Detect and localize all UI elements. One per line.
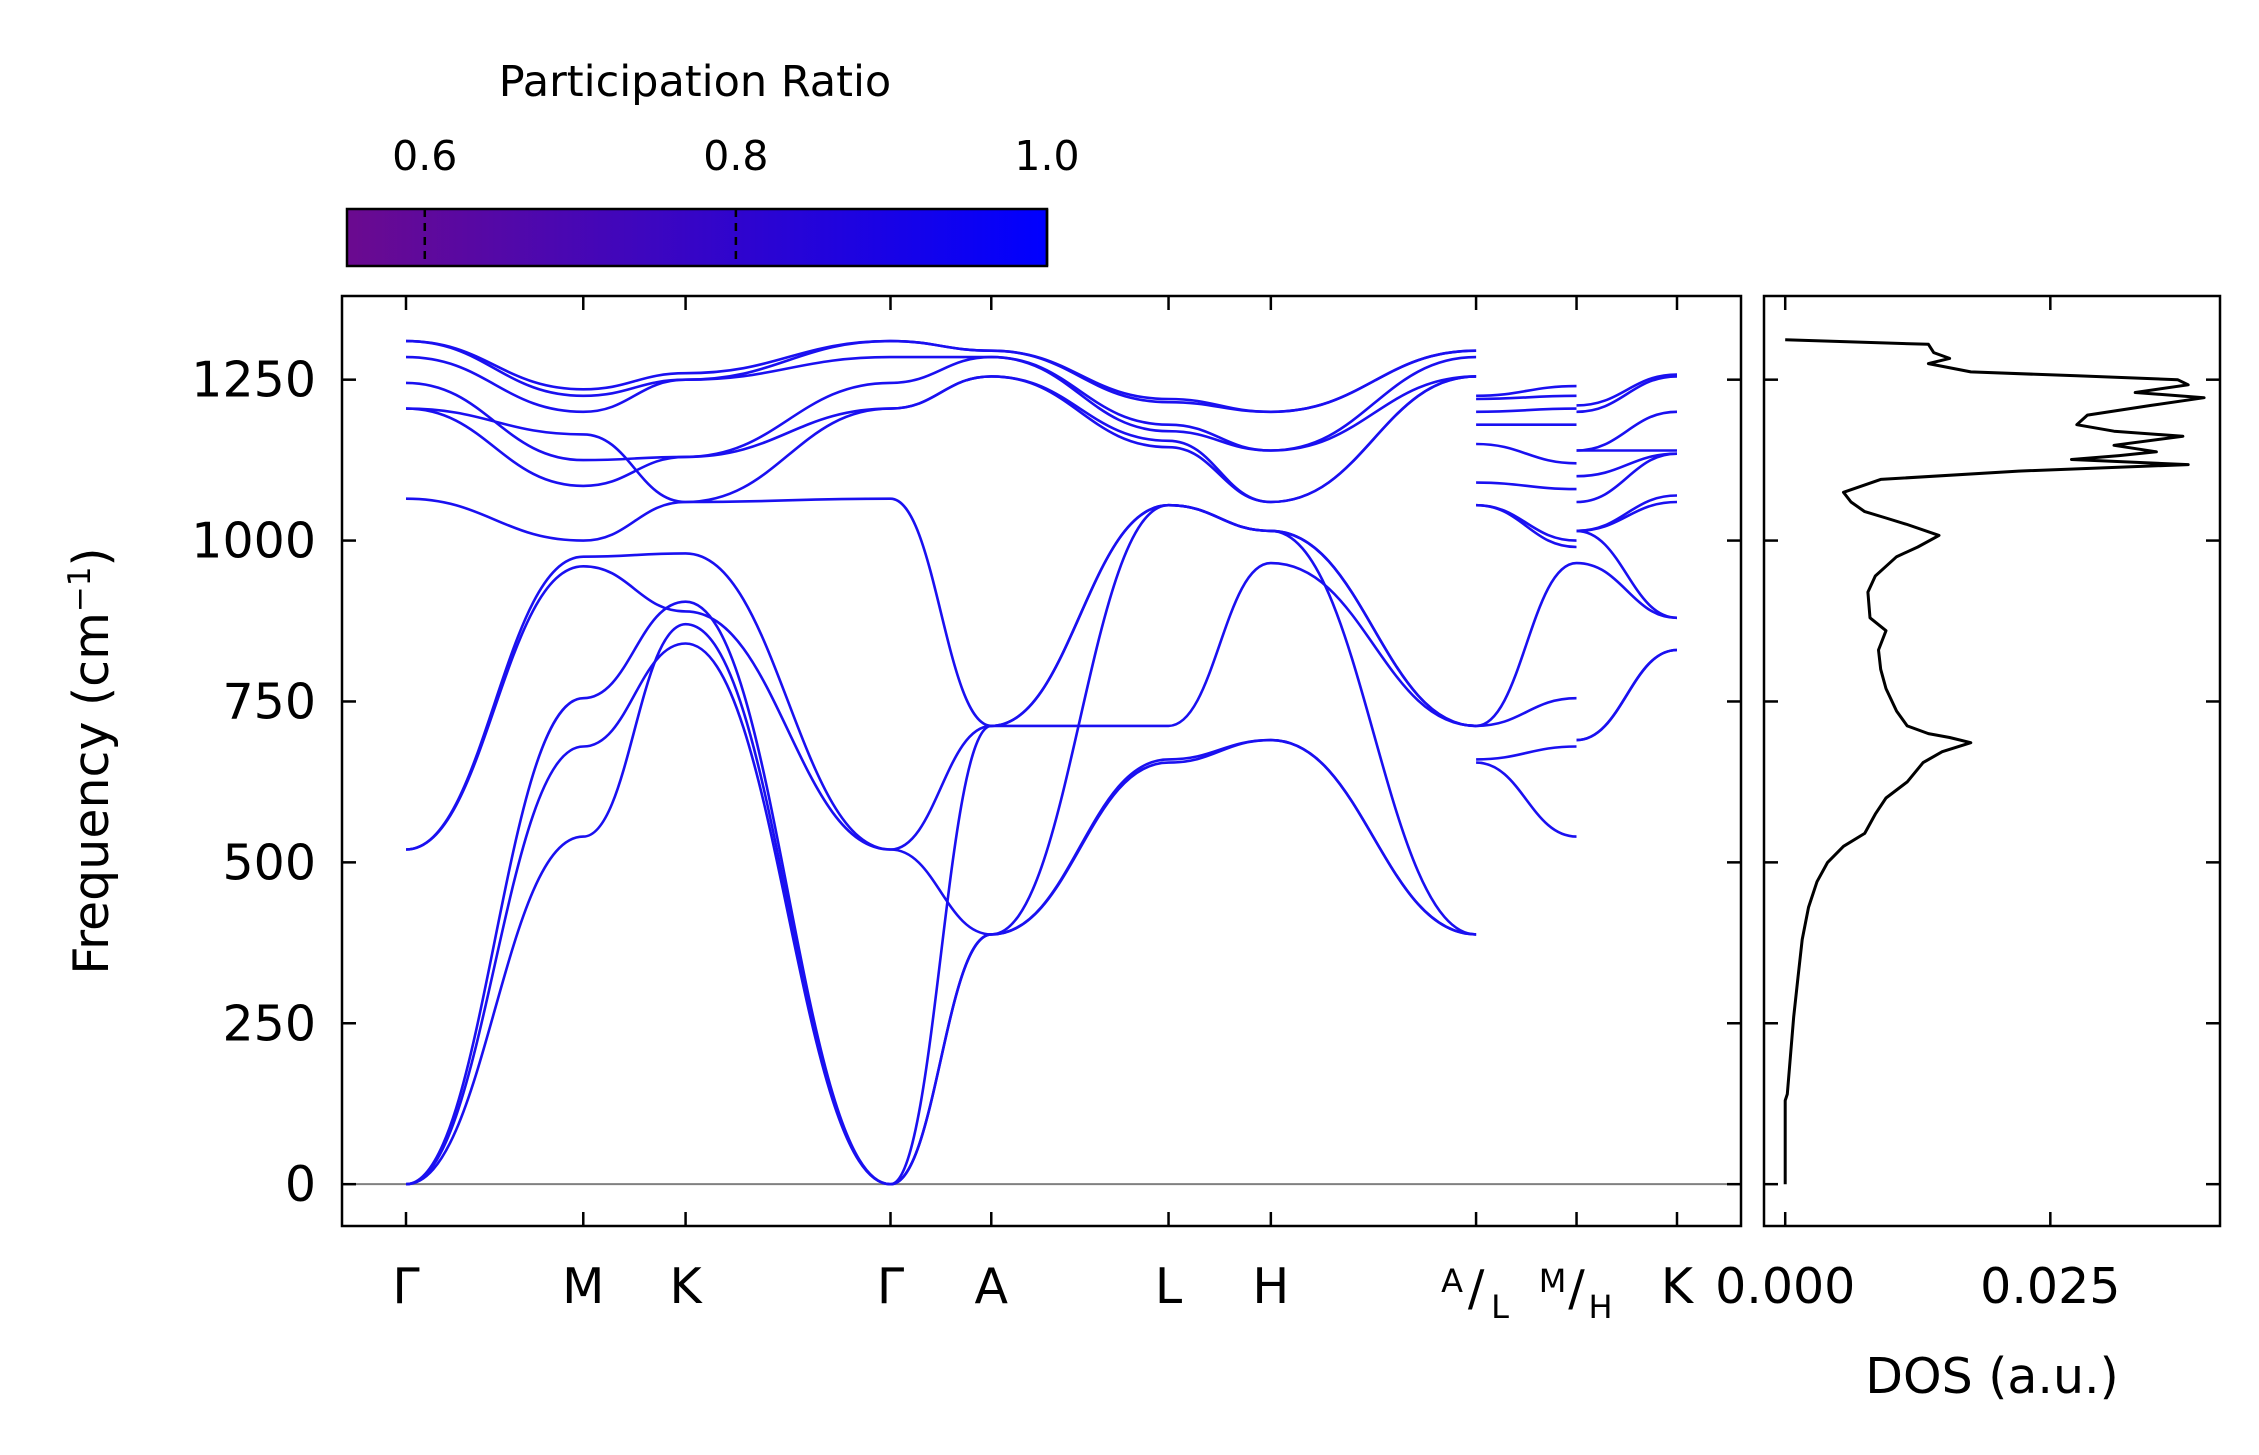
dos-x-axis-title: DOS (a.u.)	[1865, 1348, 2118, 1405]
colorbar-tick-label: 0.6	[392, 132, 457, 180]
colorbar-tick-label: 0.8	[703, 132, 768, 180]
x-tick-label-sub: L	[1491, 1288, 1509, 1326]
phonon-branch-HK-LA	[1576, 561, 1678, 620]
colorbar: Participation Ratio 0.6 0.8 1.0	[345, 57, 1080, 268]
phonon-branch-HK-E2high	[1576, 452, 1678, 478]
dos-curve	[1783, 338, 2206, 1185]
x-tick-label-sup: A	[1441, 1262, 1463, 1300]
y-tick-label: 500	[222, 834, 316, 891]
band-x-ticks: Γ M K Γ A L H A / LM / H K	[392, 296, 1695, 1326]
y-axis-title: Frequency (cm−1)	[62, 547, 120, 974]
x-tick-label: Γ	[392, 1258, 420, 1315]
band-structure-frame	[340, 294, 1743, 1228]
x-tick-label-slash: /	[1468, 1260, 1485, 1317]
phonon-branch-HK-TA2	[1576, 648, 1678, 742]
phonon-branch-LM-B1low	[1475, 561, 1577, 728]
phonon-branch-LM-E2low	[1476, 503, 1577, 549]
y-tick-label: 1250	[191, 352, 316, 409]
colorbar-title: Participation Ratio	[499, 57, 892, 107]
y-tick-label: 0	[285, 1156, 316, 1213]
dos-x-tick-label: 0.000	[1715, 1258, 1855, 1315]
y-tick-label: 750	[222, 673, 316, 730]
phonon-branch-HK-A1LO	[1576, 410, 1678, 452]
phonon-branch-LM-LA	[1476, 696, 1577, 728]
x-tick-label-sub: H	[1589, 1288, 1613, 1326]
y-tick-label: 1000	[191, 513, 316, 570]
phonon-branch-A1LO	[405, 355, 1477, 452]
phonon-branch-LA	[405, 561, 1477, 1186]
phonon-branch-LM-E1LO2	[1476, 384, 1577, 398]
phonon-branch-HK-E1LO2	[1576, 373, 1678, 407]
y-tick-label: 250	[222, 995, 316, 1052]
x-tick-label: L	[1155, 1258, 1183, 1315]
dos-x-ticks: 0.000 0.025	[1715, 296, 2120, 1315]
x-tick-label: Γ	[877, 1258, 905, 1315]
phonon-branch-B1low	[405, 503, 1477, 851]
phonon-branch-HK-E2low	[1576, 500, 1678, 533]
x-tick-label: H	[1252, 1258, 1289, 1315]
phonon-branch-HK-B1low	[1576, 529, 1678, 620]
phonon-branch-TA1	[405, 622, 1477, 1186]
dos-frame	[1762, 294, 2222, 1228]
colorbar-tick-label: 1.0	[1014, 132, 1079, 180]
phonon-branch-HK-A1TO	[1576, 494, 1678, 533]
colorbar-ticks: 0.6 0.8 1.0	[392, 132, 1080, 266]
x-tick-label-slash: /	[1568, 1260, 1585, 1317]
phonon-branch-HK-E1TO	[1576, 452, 1678, 504]
phonon-branch-HK-E1LO	[1576, 375, 1678, 414]
dos-y-ticks	[1764, 378, 2220, 1186]
phonon-branch-LM-E1LO	[1476, 394, 1577, 401]
phonon-branch-E1LO2	[405, 339, 1477, 414]
phonon-branch-LM-TA1	[1476, 761, 1577, 838]
x-tick-label-combined: A / L	[1441, 1260, 1509, 1326]
x-tick-label: M	[562, 1258, 604, 1315]
phonon-branch-LM-TA2	[1476, 745, 1577, 761]
x-tick-label: K	[670, 1258, 704, 1315]
phonon-branch-E2low	[405, 503, 1477, 936]
x-tick-label: K	[1661, 1258, 1695, 1315]
phonon-bands	[405, 339, 1678, 1186]
dos-x-tick-label: 0.025	[1980, 1258, 2120, 1315]
x-tick-label-combined: M / H	[1539, 1260, 1613, 1326]
x-tick-label-sup: M	[1539, 1262, 1567, 1300]
phonon-branch-TA2	[405, 642, 1477, 1186]
phonon-branch-LM-E2high	[1476, 442, 1577, 465]
phonon-branch-E2high	[405, 375, 1477, 504]
band-y-ticks: 0 250 500 750 1000 1250	[191, 352, 1741, 1213]
dos-panel: 0.000 0.025 DOS (a.u.)	[1715, 294, 2222, 1405]
phonon-branch-E1LO	[405, 339, 1477, 414]
phonon-branch-A1TO	[405, 497, 1477, 728]
x-tick-label: A	[975, 1258, 1009, 1315]
colorbar-gradient	[345, 207, 1049, 268]
phonon-branch-LM-A1LO	[1476, 407, 1577, 414]
phonon-branch-LM-E1TO	[1476, 481, 1577, 491]
phonon-branch-LM-A1TO	[1476, 503, 1577, 542]
